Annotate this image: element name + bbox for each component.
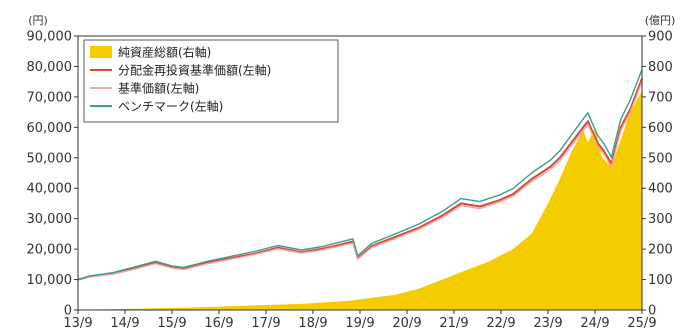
x-tick-label: 18/9 <box>298 316 327 331</box>
series-area-net-assets <box>78 90 642 310</box>
right-axis-unit: (億円) <box>645 14 676 27</box>
left-tick-label: 40,000 <box>27 182 73 197</box>
x-tick-label: 20/9 <box>392 316 421 331</box>
x-tick-label: 16/9 <box>204 316 233 331</box>
x-tick-label: 15/9 <box>157 316 186 331</box>
legend-swatch <box>90 46 112 58</box>
right-tick-label: 300 <box>648 212 673 227</box>
x-tick-label: 23/9 <box>533 316 562 331</box>
left-tick-label: 80,000 <box>27 60 73 75</box>
x-tick-label: 25/9 <box>627 316 656 331</box>
right-tick-label: 900 <box>648 30 673 45</box>
x-tick-label: 13/9 <box>63 316 92 331</box>
left-tick-label: 70,000 <box>27 90 73 105</box>
area-layer <box>78 90 642 310</box>
right-tick-label: 700 <box>648 90 673 105</box>
right-tick-label: 0 <box>648 304 656 319</box>
right-tick-label: 200 <box>648 243 673 258</box>
x-tick-label: 21/9 <box>439 316 468 331</box>
left-tick-label: 90,000 <box>27 30 73 45</box>
left-tick-label: 20,000 <box>27 243 73 258</box>
legend-label: 分配金再投資基準価額(左軸) <box>118 63 271 78</box>
right-tick-label: 800 <box>648 60 673 75</box>
x-tick-label: 24/9 <box>580 316 609 331</box>
right-tick-label: 400 <box>648 182 673 197</box>
right-tick-label: 100 <box>648 273 673 288</box>
legend: 純資産総額(右軸) 分配金再投資基準価額(左軸) 基準価額(左軸) ベンチマーク(左軸… <box>83 39 339 123</box>
x-tick-label: 19/9 <box>345 316 374 331</box>
right-tick-label: 500 <box>648 151 673 166</box>
left-tick-label: 0 <box>64 304 72 319</box>
line-layer <box>77 69 643 281</box>
axes-layer: 0 10,000 20,000 30,000 40,000 50,000 60,000 70,… <box>27 14 676 331</box>
x-tick-label: 22/9 <box>486 316 515 331</box>
series-line-2 <box>77 81 643 281</box>
right-tick-label: 600 <box>648 121 673 136</box>
legend-label: 基準価額(左軸) <box>118 81 199 96</box>
x-tick-label: 17/9 <box>251 316 280 331</box>
legend-label: ベンチマーク(左軸) <box>118 99 223 114</box>
series-line-3 <box>77 69 643 281</box>
left-tick-label: 10,000 <box>27 273 73 288</box>
x-tick-label: 14/9 <box>110 316 139 331</box>
left-tick-label: 30,000 <box>27 212 73 227</box>
left-tick-label: 60,000 <box>27 121 73 136</box>
left-tick-label: 50,000 <box>27 151 73 166</box>
legend-box <box>83 39 339 123</box>
left-axis-unit: (円) <box>28 14 48 27</box>
legend-label: 純資産総額(右軸) <box>118 45 211 60</box>
